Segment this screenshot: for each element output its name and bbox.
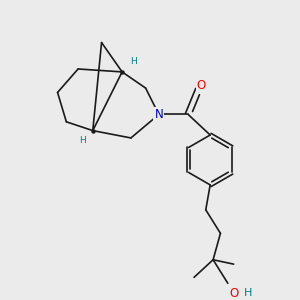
Text: N: N (154, 108, 163, 121)
Text: H: H (79, 136, 86, 146)
Text: O: O (197, 80, 206, 92)
Text: H: H (130, 57, 136, 66)
Text: O: O (229, 287, 238, 300)
Text: H: H (244, 289, 253, 298)
